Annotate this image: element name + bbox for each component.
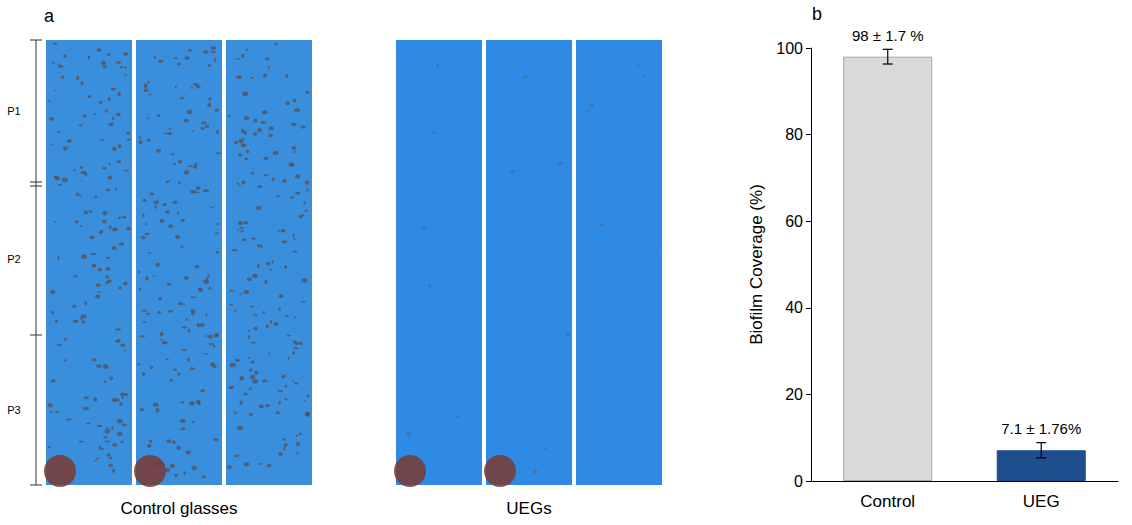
svg-text:0: 0 — [794, 473, 803, 490]
svg-text:Control glasses: Control glasses — [120, 499, 237, 518]
svg-text:UEG: UEG — [1023, 492, 1060, 511]
svg-text:98 ± 1.7 %: 98 ± 1.7 % — [852, 27, 924, 44]
svg-text:80: 80 — [785, 126, 803, 143]
svg-text:40: 40 — [785, 299, 803, 316]
svg-text:Biofilm Coverage (%): Biofilm Coverage (%) — [747, 184, 766, 345]
svg-text:20: 20 — [785, 386, 803, 403]
svg-text:UEGs: UEGs — [506, 499, 551, 518]
svg-text:7.1 ± 1.76%: 7.1 ± 1.76% — [1001, 420, 1081, 437]
html-text:b: b — [812, 4, 822, 24]
svg-text:P2: P2 — [7, 253, 20, 265]
svg-text:P3: P3 — [7, 404, 20, 416]
svg-text:60: 60 — [785, 213, 803, 230]
svg-text:Control: Control — [860, 492, 915, 511]
svg-text:100: 100 — [776, 40, 803, 57]
svg-text:P1: P1 — [7, 105, 20, 117]
svg-text:a: a — [44, 6, 55, 26]
